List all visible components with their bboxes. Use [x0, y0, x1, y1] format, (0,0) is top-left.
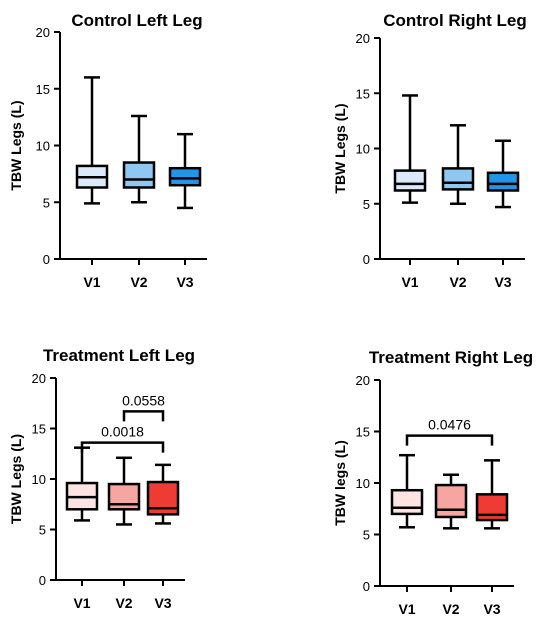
- x-tick-label: V3: [483, 601, 500, 617]
- chart-panel-1: Control Left Leg TBW Legs (L) 0 5 10 15 20 V1 V2…: [8, 11, 207, 290]
- significance-bracket: [122, 410, 165, 422]
- chart-title: Control Left Leg: [71, 11, 202, 30]
- y-tick-label: 5: [363, 528, 370, 543]
- box-V1: [393, 94, 427, 204]
- box-iqr: [107, 482, 141, 511]
- box-V1: [75, 76, 109, 205]
- y-tick-label: 15: [356, 86, 370, 101]
- y-tick-label: 5: [39, 523, 46, 538]
- box-iqr: [434, 483, 468, 519]
- y-tick-label: 15: [36, 82, 50, 97]
- y-tick-label: 5: [363, 197, 370, 212]
- y-tick-label: 0: [363, 252, 370, 267]
- chart-panel-4: Treatment Right Leg TBW legs (L) 0 5 10 15 20 V…: [332, 348, 533, 617]
- y-axis-label: TBW legs (L): [332, 440, 348, 526]
- chart-panel-2: Control Right Leg TBW Legs (L) 0 5 10 15 20 V1 V…: [332, 11, 527, 290]
- y-tick-label: 10: [356, 142, 370, 157]
- x-tick-label: V3: [494, 274, 511, 290]
- y-tick-label: 20: [32, 371, 46, 386]
- y-tick-label: 0: [43, 252, 50, 267]
- x-tick-label: V2: [442, 601, 459, 617]
- x-tick-label: V2: [130, 274, 147, 290]
- y-axis-label: TBW Legs (L): [8, 434, 24, 524]
- chart-title: Treatment Right Leg: [369, 348, 533, 367]
- y-tick-label: 20: [356, 31, 370, 46]
- chart-panel-3: Treatment Left Leg TBW Legs (L) 0 5 10 15 20 V1…: [8, 346, 195, 611]
- box-iqr: [168, 166, 202, 187]
- box-iqr: [441, 167, 475, 191]
- y-tick-label: 5: [43, 195, 50, 210]
- y-tick-label: 15: [32, 422, 46, 437]
- x-tick-label: V2: [449, 274, 466, 290]
- chart-title: Treatment Left Leg: [43, 346, 195, 365]
- box-V2: [434, 473, 468, 530]
- p-value-label: 0.0558: [122, 392, 165, 408]
- y-tick-label: 0: [363, 579, 370, 594]
- y-tick-label: 20: [36, 25, 50, 40]
- box-iqr: [475, 493, 509, 522]
- x-tick-label: V2: [115, 595, 132, 611]
- y-axis-label: TBW Legs (L): [8, 100, 24, 190]
- box-V1: [390, 453, 424, 529]
- y-tick-label: 15: [356, 425, 370, 440]
- x-tick-label: V1: [73, 595, 90, 611]
- p-value-label: 0.0018: [101, 424, 144, 440]
- box-iqr: [390, 488, 424, 516]
- box-iqr: [122, 161, 156, 189]
- box-V3: [475, 459, 509, 530]
- box-V3: [146, 463, 180, 525]
- y-tick-label: 20: [356, 373, 370, 388]
- y-tick-label: 10: [36, 139, 50, 154]
- significance-bracket: [405, 434, 494, 446]
- box-V2: [122, 114, 156, 204]
- y-axis-label: TBW Legs (L): [332, 103, 348, 193]
- y-tick-label: 10: [32, 472, 46, 487]
- box-V2: [107, 456, 141, 526]
- y-tick-label: 0: [39, 573, 46, 588]
- box-iqr: [486, 171, 520, 192]
- x-tick-label: V3: [154, 595, 171, 611]
- box-V2: [441, 124, 475, 205]
- significance-bracket: [80, 441, 165, 453]
- x-tick-label: V1: [83, 274, 100, 290]
- box-iqr: [393, 169, 427, 192]
- x-tick-label: V3: [176, 274, 193, 290]
- box-V3: [486, 139, 520, 209]
- x-tick-label: V1: [398, 601, 415, 617]
- chart-title: Control Right Leg: [383, 11, 527, 30]
- box-V1: [65, 446, 99, 522]
- p-value-label: 0.0476: [428, 417, 471, 433]
- x-tick-label: V1: [401, 274, 418, 290]
- y-tick-label: 10: [356, 476, 370, 491]
- box-V3: [168, 132, 202, 210]
